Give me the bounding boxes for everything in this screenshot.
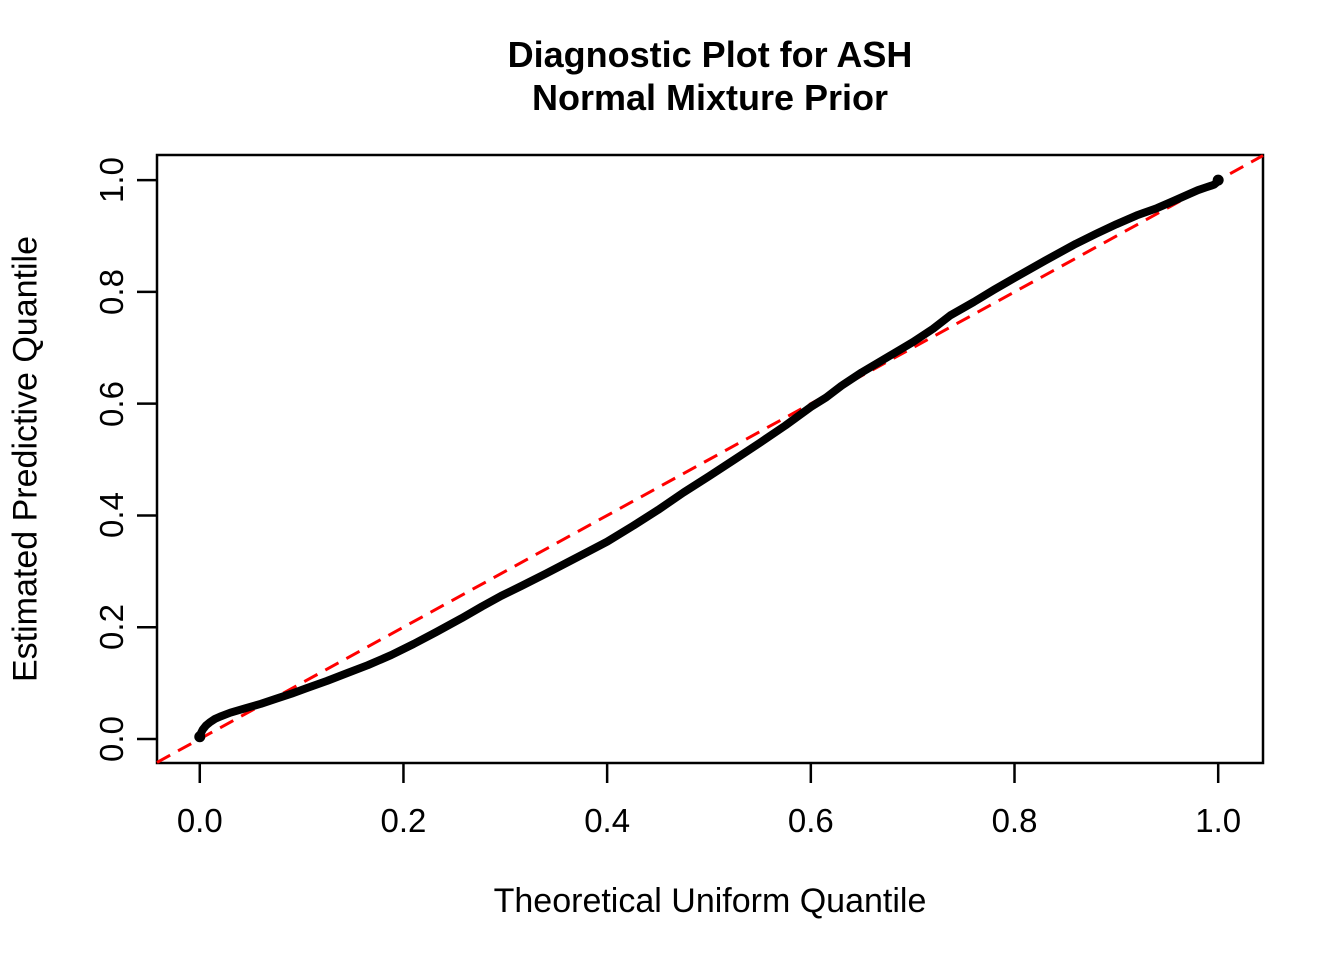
chart-title-line1: Diagnostic Plot for ASH bbox=[507, 34, 913, 75]
quantile-curve bbox=[195, 176, 1223, 741]
curve-start-point bbox=[194, 731, 206, 743]
x-tick-label: 0.6 bbox=[787, 802, 834, 839]
x-tick-label: 0.8 bbox=[991, 802, 1038, 839]
y-axis-title: Estimated Predictive Quantile bbox=[6, 236, 45, 682]
y-tick-label: 0.2 bbox=[93, 604, 130, 651]
y-tick-label: 0.4 bbox=[93, 492, 130, 539]
y-tick-label: 1.0 bbox=[93, 157, 130, 204]
x-tick-label: 0.2 bbox=[380, 802, 427, 839]
x-tick-label: 0.4 bbox=[584, 802, 631, 839]
curve-end-point bbox=[1212, 174, 1224, 186]
chart-title-line2: Normal Mixture Prior bbox=[531, 77, 889, 118]
reference-diagonal-line bbox=[156, 154, 1264, 764]
y-tick-label: 0.6 bbox=[93, 380, 130, 427]
x-tick-label: 1.0 bbox=[1195, 802, 1242, 839]
y-tick-label: 0.8 bbox=[93, 268, 130, 315]
x-tick-label: 0.0 bbox=[176, 802, 223, 839]
x-axis-title: Theoretical Uniform Quantile bbox=[493, 882, 927, 920]
plot-frame bbox=[155, 153, 1265, 765]
y-tick-label: 0.0 bbox=[93, 716, 130, 762]
chart-title: Diagnostic Plot for ASH Normal Mixture P… bbox=[157, 33, 1263, 119]
